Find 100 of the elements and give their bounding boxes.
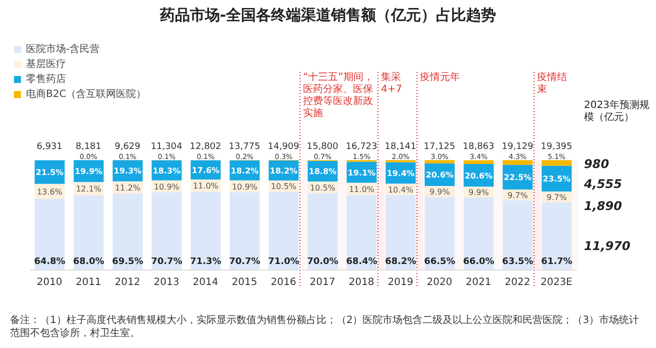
bar: [542, 202, 572, 270]
data-label: 11.2%: [114, 183, 141, 192]
data-label: 66.5%: [424, 257, 456, 267]
data-label: 10.5%: [270, 182, 297, 192]
bar: [502, 160, 533, 165]
bar: [34, 198, 65, 270]
data-label: 71.0%: [268, 257, 300, 267]
band-label: 疫情元年: [420, 72, 461, 84]
data-label: 20.6%: [464, 171, 493, 180]
bar: [308, 193, 338, 270]
bar: [542, 160, 572, 166]
data-label: 11.0%: [348, 184, 375, 194]
data-label: 10.5%: [310, 183, 336, 192]
data-label: 66.0%: [463, 257, 494, 267]
x-tick-label: 2013: [154, 277, 180, 288]
band-label: “十三五”期间，医药分家、医保控费等医改新政实施: [303, 72, 374, 120]
text: 11,304: [150, 142, 183, 152]
legend-label: 零售药店: [26, 72, 66, 87]
x-tick-label: 2020: [426, 277, 452, 288]
data-label: 9.7%: [508, 190, 528, 200]
bar: [74, 195, 104, 270]
text: 15,800: [306, 142, 339, 152]
data-label: 61.7%: [541, 257, 572, 267]
data-label: 63.5%: [502, 257, 534, 267]
bar: [424, 160, 455, 164]
legend-label: 医院市场-含民营: [26, 42, 100, 57]
data-label: 18.3%: [152, 166, 181, 176]
bar: [152, 160, 182, 180]
legend-label: 基层医疗: [26, 58, 66, 72]
x-tick-label: 2014: [192, 277, 218, 288]
data-label: 10.9%: [232, 182, 258, 192]
data-label: 70.0%: [307, 257, 338, 267]
text: 8,181: [76, 142, 102, 152]
bar: [386, 195, 416, 270]
x-tick-label: 2015: [232, 277, 258, 288]
data-label: 70.7%: [151, 257, 182, 267]
text: 6,931: [36, 142, 62, 152]
band-label: 集采4+7: [381, 72, 404, 96]
data-label: 9.7%: [546, 192, 568, 202]
data-label: 18.2%: [230, 166, 259, 176]
bar: [152, 192, 182, 270]
data-label: 21.5%: [36, 168, 64, 178]
x-tick-label: 2018: [348, 277, 374, 288]
text: 16,723: [346, 142, 378, 152]
data-label: 68.4%: [346, 257, 378, 267]
data-label: 68.0%: [73, 257, 104, 267]
data-label: 20.6%: [426, 170, 454, 180]
data-label: 18.8%: [308, 167, 337, 176]
text: 9,629: [114, 142, 141, 152]
data-label: 19.3%: [114, 166, 142, 176]
x-tick-label: 2021: [466, 277, 492, 288]
bar: [230, 192, 260, 270]
text: 17,125: [424, 142, 456, 152]
data-label: 19.4%: [386, 168, 415, 178]
bar: [112, 160, 143, 182]
text: 19,395: [540, 142, 572, 152]
x-tick-label: 2022: [504, 277, 530, 288]
text: 13,775: [228, 142, 260, 152]
bar: [190, 192, 221, 270]
bar: [424, 196, 455, 270]
text: 980: [584, 157, 610, 171]
text: 14,909: [268, 142, 300, 152]
chart-title: 药品市场-全国各终端渠道销售额（亿元）占比趋势: [158, 6, 498, 25]
legend-label: 电商B2C（含互联网医院）: [26, 88, 146, 102]
text: 19,129: [502, 142, 534, 152]
data-label: 9.9%: [430, 187, 450, 196]
text: 备注：（1）柱子高度代表销售规模大小，实际显示数值为销售份额占比；（2）医院市场包含二级及以上公立医院和民营医院；（3）市场统计范围不包含诊所，村卫生室。: [10, 314, 640, 340]
data-label: 18.2%: [270, 166, 298, 176]
bar: [464, 197, 494, 270]
data-label: 19.9%: [74, 167, 103, 176]
data-label: 22.5%: [504, 173, 532, 182]
x-tick-label: 2023E: [540, 277, 572, 288]
data-label: 13.6%: [36, 187, 63, 196]
data-label: 69.5%: [112, 257, 144, 267]
data-label: 12.1%: [76, 184, 102, 194]
x-tick-label: 2019: [388, 277, 414, 288]
text: 2023年预测规模（亿元）: [584, 100, 650, 124]
x-tick-label: 2012: [114, 277, 140, 288]
data-label: 9.9%: [468, 188, 490, 198]
x-tick-label: 2011: [76, 277, 102, 288]
data-label: 71.3%: [190, 257, 222, 267]
data-label: 70.7%: [229, 257, 260, 267]
bar: [464, 160, 494, 164]
data-label: 10.9%: [154, 182, 180, 192]
bar: [112, 194, 143, 270]
data-label: 64.8%: [34, 257, 66, 267]
text: 1,890: [584, 199, 623, 213]
x-tick-label: 2017: [310, 277, 336, 288]
text: 11,970: [584, 239, 632, 253]
data-label: 11.0%: [192, 182, 219, 191]
text: 18,863: [462, 142, 494, 152]
text: 4,555: [584, 177, 623, 191]
data-label: 23.5%: [542, 174, 571, 184]
text: 18,141: [384, 142, 416, 152]
data-label: 19.1%: [348, 168, 376, 178]
x-tick-label: 2016: [270, 277, 296, 288]
band-label: 疫情结束: [537, 72, 568, 96]
data-label: 10.4%: [388, 185, 414, 194]
data-label: 17.6%: [192, 166, 220, 175]
data-label: 68.2%: [385, 257, 416, 267]
